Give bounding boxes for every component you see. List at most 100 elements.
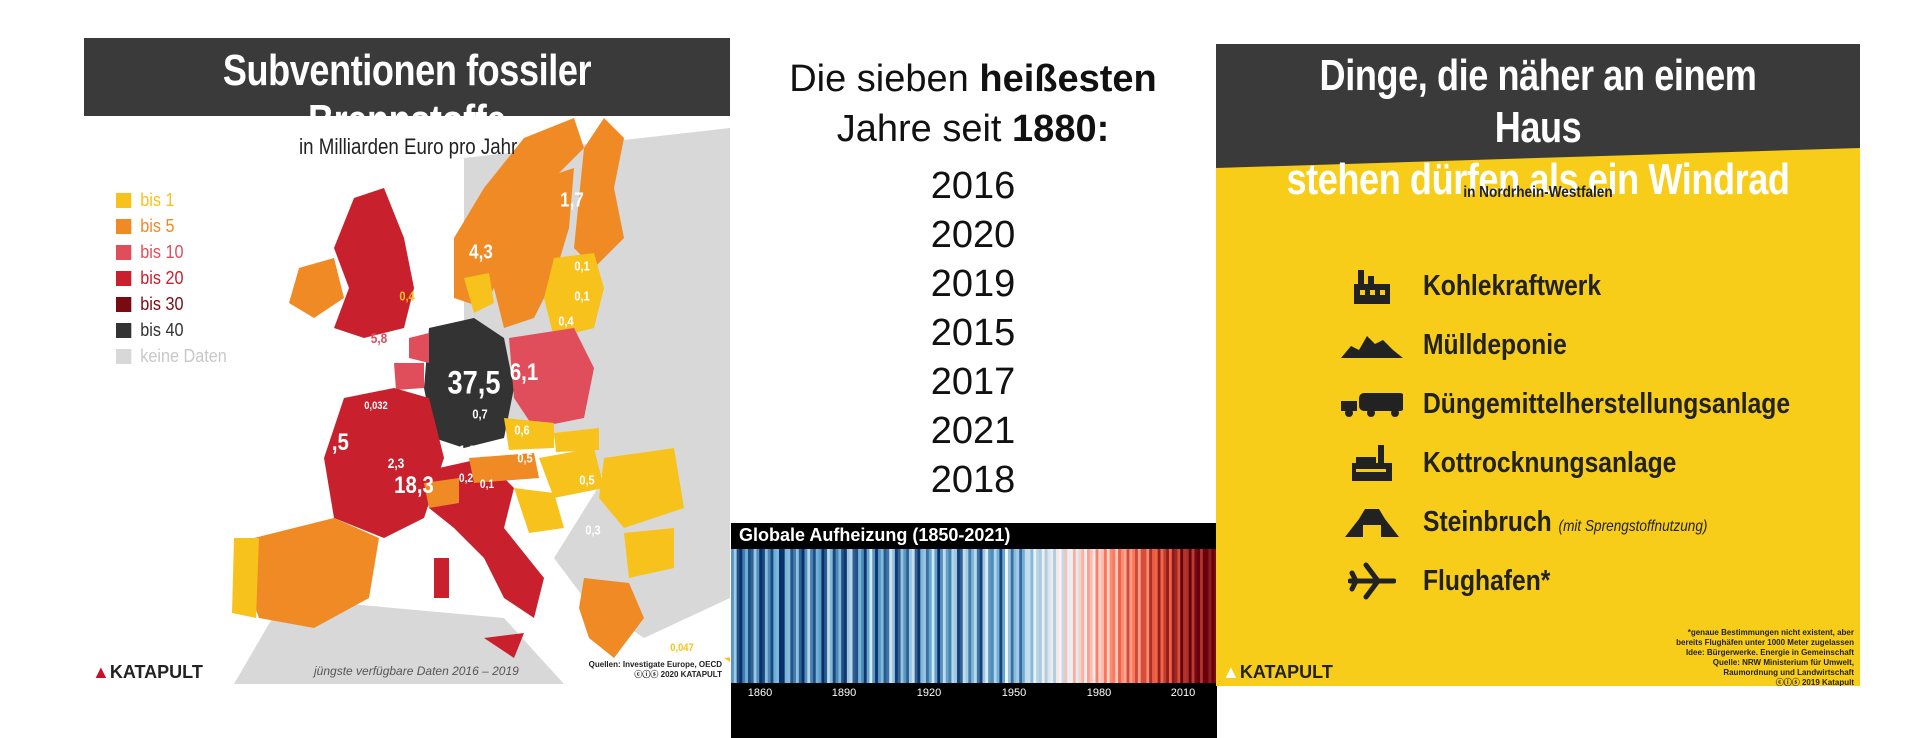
- europe-map: [232, 118, 730, 684]
- wind-item: Kottrocknungsanlage: [1341, 443, 1721, 483]
- value-czechia: 0,7: [472, 406, 488, 422]
- warming-stripe: [934, 549, 938, 683]
- warming-stripe: [1095, 549, 1099, 683]
- warming-stripe: [860, 549, 865, 683]
- year-item: 2021: [930, 410, 1016, 452]
- warming-stripe: [1202, 549, 1207, 683]
- heading-bold: 1880:: [1012, 108, 1110, 150]
- warming-stripe: [1030, 549, 1034, 683]
- warming-stripe: [767, 549, 771, 683]
- warming-stripe: [1103, 549, 1108, 683]
- warming-stripe: [787, 549, 791, 683]
- warming-stripe: [1033, 549, 1037, 683]
- logo-text: KATAPULT: [1239, 662, 1333, 682]
- warming-stripe: [801, 549, 805, 683]
- warming-stripe: [1152, 549, 1156, 683]
- axis-tick: 1890: [831, 687, 857, 699]
- warming-stripe: [985, 549, 989, 683]
- airplane-icon: [1341, 561, 1403, 601]
- wind-item-label: Steinbruch (mit Sprengstoffnutzung): [1423, 506, 1707, 539]
- wind-item: Flughafen*: [1341, 561, 1573, 601]
- warming-stripe: [858, 549, 862, 683]
- value-sweden: 2,4: [437, 211, 461, 234]
- quarry-icon: [1341, 502, 1403, 542]
- katapult-logo: ▲KATAPULT: [92, 662, 203, 683]
- warming-stripe: [1120, 549, 1125, 683]
- warming-stripe: [1087, 549, 1091, 683]
- map-title-bar: Subventionen fossiler Brennstoffe: [84, 38, 730, 145]
- legend-label: bis 40: [140, 320, 184, 340]
- footnote-line: ⓒⓘⓢ 2019 Katapult: [1775, 678, 1854, 686]
- wind-item: Steinbruch (mit Sprengstoffnutzung): [1341, 502, 1758, 542]
- value-hungary: 0,5: [517, 450, 533, 466]
- warming-stripe: [1123, 549, 1127, 683]
- year-item: 2018: [930, 459, 1016, 501]
- warming-stripe: [1067, 549, 1071, 683]
- warming-stripe: [999, 549, 1003, 683]
- value-romania: 0,5: [579, 472, 595, 488]
- wind-footnote: *genaue Bestimmungen nicht existent, abe…: [1676, 628, 1854, 686]
- warming-stripe: [852, 549, 856, 683]
- warming-stripe: [1019, 549, 1023, 683]
- warming-stripe: [909, 549, 913, 683]
- value-slovakia: 0,6: [514, 422, 530, 438]
- warming-stripe: [1101, 549, 1105, 683]
- warming-stripe: [1013, 549, 1017, 683]
- value-france: 17,5: [309, 429, 349, 456]
- year-item: 2015: [930, 312, 1016, 354]
- value-croatia: 0,1: [479, 477, 495, 491]
- country-czechia: [504, 418, 554, 450]
- truck-icon: [1341, 384, 1403, 424]
- quarry-note: (mit Sprengstoffnutzung): [1558, 517, 1708, 535]
- years-list: 2016 2020 2019 2015 2017 2021 2018: [730, 162, 1216, 505]
- warming-stripe: [779, 549, 783, 683]
- warming-stripe: [1058, 549, 1062, 683]
- warming-stripe: [1081, 549, 1085, 683]
- warming-stripe: [1109, 549, 1113, 683]
- warming-stripe: [1092, 549, 1096, 683]
- legend-label: keine Daten: [140, 346, 227, 366]
- country-sicily: [484, 633, 524, 658]
- warming-stripe: [988, 549, 992, 683]
- warming-stripe: [1208, 549, 1212, 683]
- axis-tick: 1950: [1001, 687, 1027, 699]
- country-netherlands: [409, 333, 429, 363]
- country-poland: [509, 328, 594, 428]
- warming-stripe: [872, 549, 876, 683]
- warming-stripe: [838, 549, 842, 683]
- warming-stripe: [1050, 549, 1054, 683]
- legend-item: bis 40: [116, 320, 184, 341]
- legend-swatch: [116, 193, 132, 208]
- warming-stripe: [810, 549, 814, 683]
- country-norway: [454, 118, 584, 308]
- country-france: [324, 388, 444, 538]
- wind-subtitle: in Nordrhein-Westfalen: [1463, 184, 1613, 201]
- warming-stripe: [855, 549, 859, 683]
- warming-stripe: [1211, 549, 1215, 683]
- country-baltics: [544, 253, 604, 338]
- katapult-logo: ▲KATAPULT: [1222, 662, 1333, 683]
- warming-stripe: [968, 549, 972, 683]
- warming-stripe: [880, 549, 884, 683]
- warming-stripe: [1205, 549, 1209, 683]
- year-item: 2017: [930, 361, 1016, 403]
- wind-item-label: Düngemittelherstellungsanlage: [1423, 387, 1791, 420]
- warming-stripe: [959, 549, 964, 683]
- warming-stripe: [1185, 549, 1190, 683]
- warming-stripe: [976, 549, 981, 683]
- warming-stripe: [931, 549, 935, 683]
- warming-stripe: [781, 549, 786, 683]
- warming-stripe: [807, 549, 811, 683]
- warming-stripe: [793, 549, 797, 683]
- warming-stripe: [795, 549, 800, 683]
- warming-stripe: [1149, 549, 1153, 683]
- value-cyprus: 0,047: [670, 642, 694, 654]
- warming-stripe: [886, 549, 890, 683]
- warming-stripe: [866, 549, 870, 683]
- drying-plant-icon: [1341, 443, 1403, 483]
- warming-stripe: [1016, 549, 1020, 683]
- wind-title: Dinge, die näher an einem Haus stehen dü…: [1274, 50, 1802, 206]
- warming-stripe: [877, 549, 882, 683]
- warming-stripe: [900, 549, 904, 683]
- year-item: 2016: [930, 165, 1016, 207]
